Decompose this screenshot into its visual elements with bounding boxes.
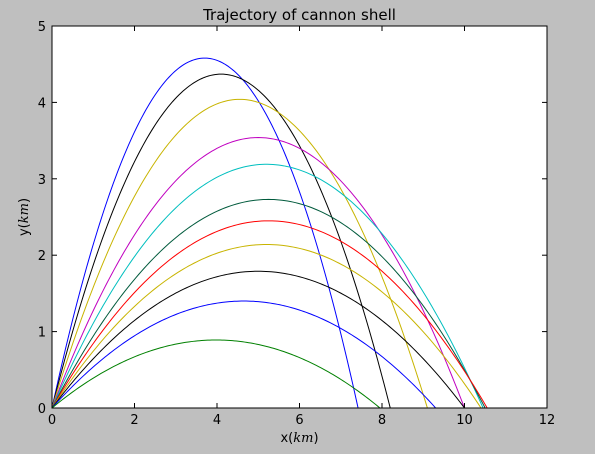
y-tick-label: 4 [38,96,46,111]
y-axis-label: y(km) [17,198,32,236]
y-tick-label: 2 [38,249,46,264]
series-line-1 [52,57,359,408]
series-line-6 [52,198,486,408]
x-tick-label: 2 [130,413,138,428]
series-line-2 [52,73,391,408]
series-line-5 [52,163,484,408]
series-line-7 [52,220,488,408]
x-tick-label: 12 [539,413,556,428]
series-line-3 [52,98,428,408]
x-tick-label: 10 [456,413,473,428]
series-line-4 [52,137,465,408]
x-tick-label: 8 [378,413,386,428]
x-tick-label: 4 [213,413,221,428]
y-tick-label: 5 [38,20,46,35]
series-line-11 [52,339,381,408]
plot-area [52,26,547,408]
y-tick-label: 0 [38,402,46,417]
series-group [52,57,488,408]
series-line-8 [52,243,482,408]
x-tick-label: 6 [295,413,303,428]
x-tick-label: 0 [48,413,56,428]
plot-frame [51,25,548,409]
y-tick-label: 1 [38,326,46,341]
series-line-10 [52,300,437,408]
chart-title: Trajectory of cannon shell [202,6,396,24]
x-axis-label: x(km) [280,431,318,446]
series-line-9 [52,270,465,408]
y-tick-label: 3 [38,173,46,188]
